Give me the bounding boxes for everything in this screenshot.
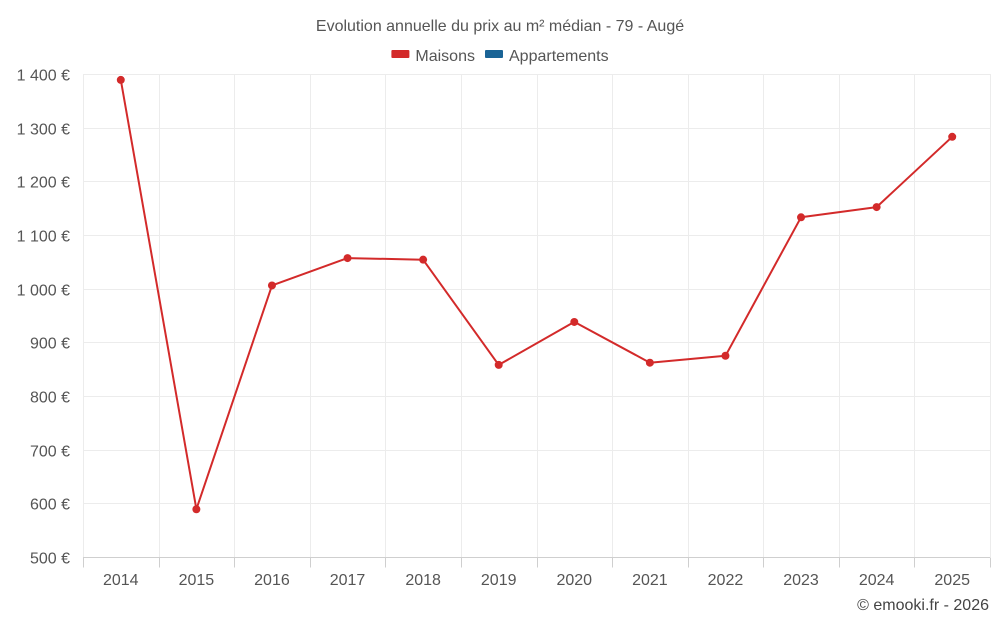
x-tick-labels: 2014 2015 2016 2017 2018 2019 2020 2021 2022 2023…: [103, 572, 970, 589]
y-tick-labels: 500 € 600 € 700 € 800 € 900 € 1 000 € 1 100 € 1…: [17, 68, 70, 568]
data-point: [267, 281, 276, 290]
y-tick-label: 1 300 €: [17, 122, 70, 139]
data-point: [116, 75, 125, 84]
x-tick-label: 2024: [859, 572, 895, 589]
x-tick-label: 2014: [103, 572, 139, 589]
credit-text: © emooki.fr - 2026: [857, 597, 989, 614]
y-tick-label: 1 100 €: [17, 229, 70, 246]
y-tick-label: 800 €: [30, 390, 70, 407]
data-point: [192, 505, 201, 514]
y-tick-label: 600 €: [30, 497, 70, 514]
legend: Maisons Appartements: [391, 48, 609, 65]
data-point: [570, 317, 579, 326]
y-tick-label: 1 000 €: [17, 283, 70, 300]
x-tick-label: 2016: [254, 572, 290, 589]
data-point: [494, 360, 503, 369]
y-tick-label: 700 €: [30, 444, 70, 461]
x-tick-label: 2021: [632, 572, 668, 589]
data-point: [343, 254, 352, 263]
y-tick-label: 500 €: [30, 551, 70, 568]
legend-label: Appartements: [509, 48, 609, 65]
series-layer: [116, 75, 957, 514]
data-point: [721, 351, 730, 360]
x-tick-label: 2018: [405, 572, 441, 589]
x-tick-label: 2020: [556, 572, 592, 589]
data-point: [872, 203, 881, 212]
x-gridlines: [83, 74, 991, 557]
legend-label: Maisons: [415, 48, 475, 65]
x-tick-label: 2025: [934, 572, 970, 589]
axes: [83, 557, 991, 568]
x-tick-label: 2023: [783, 572, 819, 589]
data-point: [948, 132, 957, 141]
data-point: [419, 255, 428, 264]
x-tick-label: 2019: [481, 572, 517, 589]
y-tick-label: 1 200 €: [17, 175, 70, 192]
data-point: [797, 213, 806, 222]
y-tick-label: 1 400 €: [17, 68, 70, 85]
data-point: [645, 358, 654, 367]
legend-swatch: [485, 50, 503, 58]
series-line-maisons: [119, 79, 953, 511]
x-tick-label: 2022: [708, 572, 744, 589]
y-tick-label: 900 €: [30, 336, 70, 353]
legend-swatch: [391, 50, 410, 58]
legend-item-appartements[interactable]: Appartements: [485, 48, 609, 65]
x-tick-label: 2017: [330, 572, 366, 589]
x-tick-label: 2015: [179, 572, 215, 589]
legend-item-maisons[interactable]: Maisons: [391, 48, 475, 65]
chart-title: Evolution annuelle du prix au m² médian …: [316, 18, 684, 35]
